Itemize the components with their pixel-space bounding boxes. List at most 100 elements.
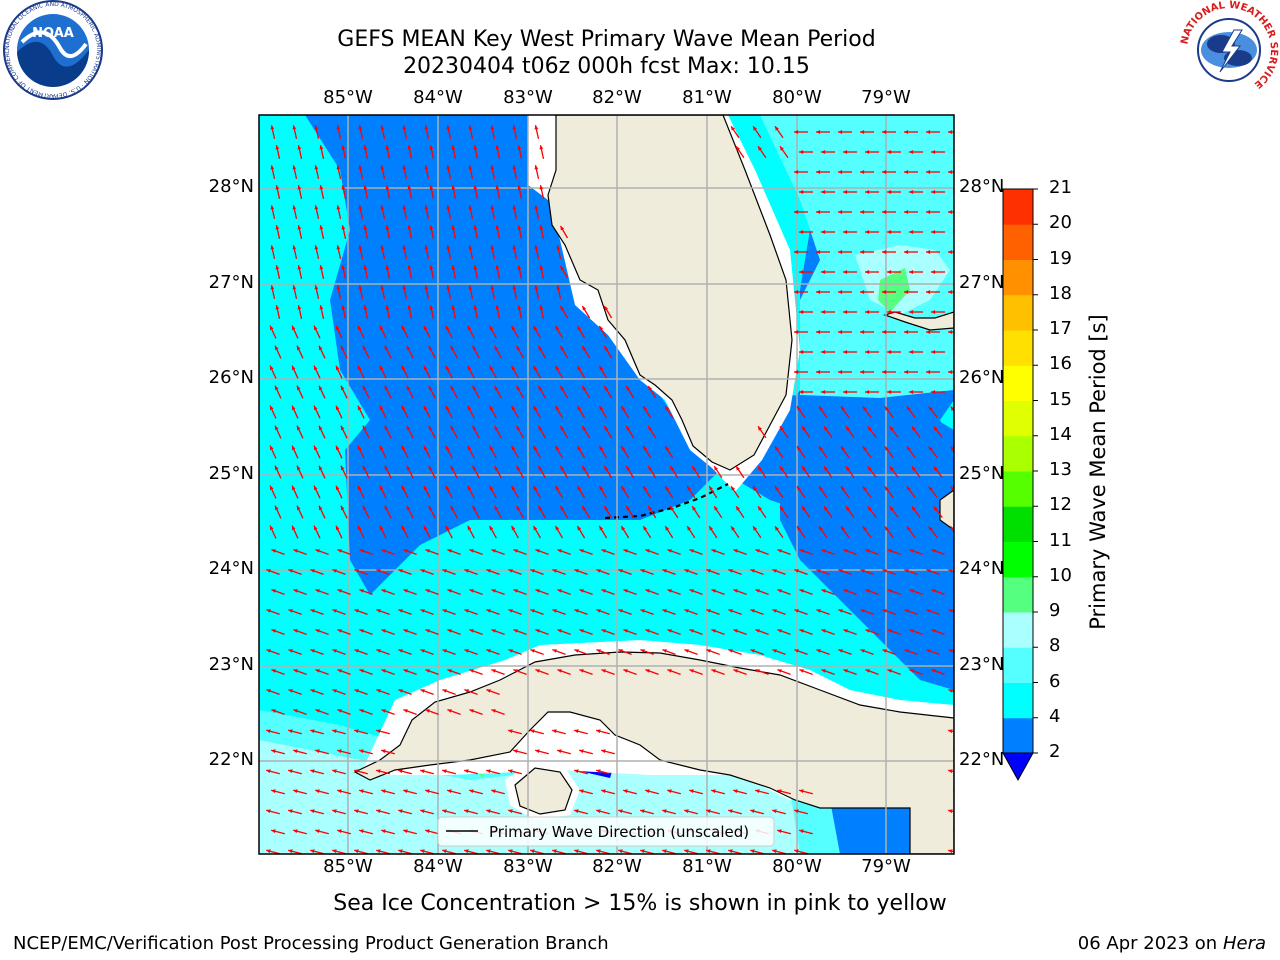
- wave-direction-arrowhead: [354, 769, 359, 774]
- wave-direction-arrowhead: [665, 446, 670, 451]
- wave-direction-arrowhead: [862, 526, 867, 531]
- wave-direction-arrowhead: [381, 549, 386, 553]
- lon-label-bottom: 82°W: [592, 856, 642, 877]
- wave-direction-arrowhead: [473, 265, 478, 270]
- wave-direction-arrowhead: [336, 285, 341, 290]
- wave-direction-arrowhead: [621, 486, 626, 491]
- wave-direction-arrowhead: [469, 709, 474, 713]
- wave-direction-arrowhead: [728, 649, 733, 653]
- wave-direction-arrowhead: [596, 729, 601, 734]
- wave-direction-arrowhead: [843, 150, 848, 154]
- wave-direction-arrowhead: [926, 210, 931, 214]
- wave-direction-arrowhead: [385, 185, 390, 190]
- wave-direction-arrowhead: [887, 669, 892, 673]
- wave-direction-arrowhead: [728, 809, 733, 814]
- noaa-logo: NATIONAL OCEANIC AND ATMOSPHERIC ADMINIS…: [0, 0, 106, 100]
- wave-direction-arrowhead: [931, 390, 936, 394]
- wave-direction-arrowhead: [270, 245, 275, 250]
- wave-direction-arrowhead: [956, 427, 960, 431]
- wave-direction-arrowhead: [904, 330, 909, 334]
- wave-direction-arrowhead: [821, 150, 826, 154]
- wave-direction-arrowhead: [513, 629, 518, 633]
- wave-direction-arrowhead: [428, 345, 433, 351]
- wave-direction-arrowhead: [469, 789, 474, 794]
- wave-direction-arrowhead: [401, 325, 406, 331]
- wave-direction-arrowhead: [472, 465, 477, 471]
- wave-direction-arrowhead: [534, 245, 539, 250]
- wave-direction-arrowhead: [948, 769, 953, 774]
- wave-direction-arrowhead: [618, 849, 623, 854]
- lat-label-left: 26°N: [208, 367, 254, 388]
- wave-direction-arrowhead: [926, 250, 931, 254]
- wave-direction-arrowhead: [354, 569, 359, 573]
- colorbar-bin: [1003, 259, 1033, 296]
- lon-label-bottom: 85°W: [323, 856, 373, 877]
- wave-direction-arrowhead: [777, 829, 782, 834]
- wave-direction-arrowhead: [845, 506, 850, 511]
- wave-direction-arrowhead: [750, 849, 755, 854]
- wave-direction-arrowhead: [407, 265, 412, 270]
- wave-direction-arrowhead: [508, 729, 513, 734]
- wave-direction-arrowhead: [889, 466, 894, 471]
- wave-direction-arrowhead: [933, 506, 938, 511]
- wave-direction-arrowhead: [755, 549, 760, 553]
- wave-direction-arrowhead: [645, 549, 650, 553]
- wave-direction-arrowhead: [596, 769, 601, 774]
- wave-direction-arrowhead: [731, 526, 735, 531]
- wave-direction-arrowhead: [447, 709, 452, 713]
- period-2-4-atlantic-region: [780, 395, 954, 690]
- wave-direction-arrowhead: [358, 245, 363, 250]
- wave-direction-arrowhead: [574, 769, 579, 774]
- wave-direction-arrowhead: [517, 265, 522, 270]
- wave-direction-arrowhead: [271, 709, 276, 713]
- wave-direction-arrowhead: [640, 569, 645, 573]
- wave-direction-arrowhead: [362, 425, 367, 431]
- wave-direction-arrowhead: [802, 506, 806, 511]
- wave-direction-arrowhead: [513, 669, 518, 673]
- wave-direction-arrowhead: [926, 170, 931, 174]
- wave-direction-arrowhead: [297, 465, 301, 471]
- wave-direction-arrowhead: [882, 210, 887, 214]
- wave-direction-arrowhead: [288, 569, 293, 573]
- wave-direction-arrowhead: [297, 385, 301, 391]
- wave-direction-arrowhead: [384, 505, 389, 511]
- wave-direction-arrowhead: [736, 506, 740, 511]
- lat-label-left: 25°N: [208, 463, 254, 484]
- wave-direction-arrowhead: [491, 589, 496, 593]
- wave-direction-arrowhead: [838, 370, 843, 374]
- wave-direction-arrowhead: [270, 405, 274, 411]
- wave-direction-arrowhead: [948, 170, 953, 174]
- wave-direction-arrowhead: [882, 330, 887, 334]
- wave-direction-arrowhead: [407, 225, 412, 230]
- wave-direction-arrowhead: [384, 465, 389, 471]
- wave-direction-arrowhead: [643, 406, 648, 411]
- colorbar-bin: [1003, 471, 1033, 507]
- wave-direction-arrowhead: [379, 445, 384, 451]
- wave-direction-arrowhead: [865, 350, 870, 354]
- wave-direction-arrowhead: [821, 390, 826, 394]
- wave-direction-arrowhead: [423, 365, 428, 371]
- wave-direction-arrowhead: [270, 445, 274, 451]
- wave-direction-arrowhead: [706, 809, 711, 814]
- wave-direction-arrowhead: [340, 345, 345, 351]
- wave-direction-arrowhead: [555, 525, 560, 531]
- wave-direction-arrowhead: [494, 425, 499, 431]
- colorbar-bin: [1003, 294, 1033, 331]
- wave-direction-arrowhead: [823, 426, 828, 431]
- wave-direction-arrowhead: [926, 130, 931, 134]
- wave-direction-arrowhead: [275, 305, 280, 310]
- wave-direction-arrowhead: [468, 165, 473, 170]
- wave-direction-arrowhead: [882, 370, 887, 374]
- wave-direction-arrowhead: [275, 265, 280, 270]
- wave-direction-arrowhead: [623, 789, 628, 794]
- wave-direction-arrowhead: [445, 405, 450, 411]
- wave-direction-arrowhead: [689, 549, 694, 553]
- wave-direction-arrowhead: [648, 426, 653, 431]
- wave-direction-arrowhead: [867, 426, 872, 431]
- wave-direction-arrowhead: [468, 125, 473, 130]
- wave-direction-arrowhead: [451, 305, 456, 310]
- colorbar-bin: [1003, 717, 1033, 754]
- wave-direction-arrowhead: [799, 669, 804, 673]
- wave-direction-arrowhead: [495, 225, 500, 230]
- footer-date-text: 06 Apr 2023 on: [1077, 933, 1223, 954]
